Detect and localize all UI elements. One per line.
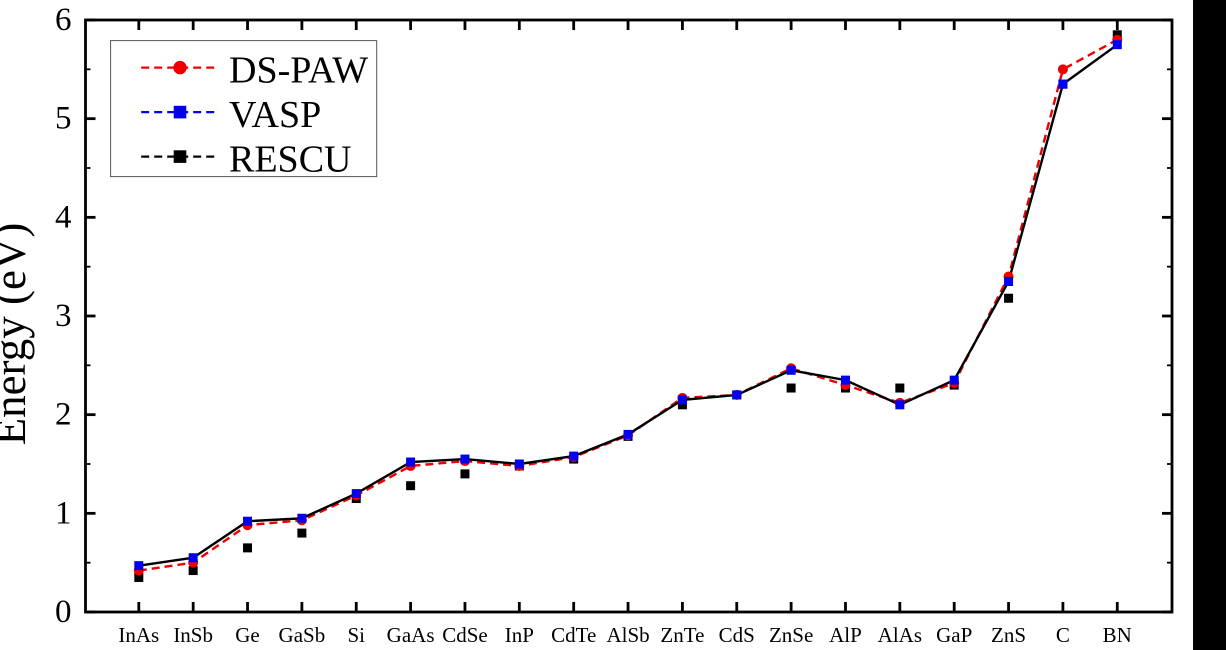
svg-text:VASP: VASP (229, 94, 321, 136)
svg-text:BN: BN (1103, 623, 1132, 647)
svg-text:AlAs: AlAs (878, 623, 922, 647)
svg-text:CdS: CdS (719, 623, 755, 647)
svg-text:Si: Si (347, 623, 365, 647)
svg-text:CdTe: CdTe (551, 623, 596, 647)
svg-text:InP: InP (505, 623, 534, 647)
svg-text:0: 0 (55, 594, 72, 630)
svg-text:Energy (eV): Energy (eV) (0, 223, 35, 446)
svg-text:5: 5 (55, 101, 72, 137)
svg-text:C: C (1056, 623, 1070, 647)
svg-text:1: 1 (55, 495, 72, 531)
svg-text:GaAs: GaAs (387, 623, 435, 647)
svg-text:4: 4 (55, 199, 72, 235)
svg-text:InSb: InSb (173, 623, 213, 647)
svg-text:CdSe: CdSe (442, 623, 488, 647)
svg-text:ZnS: ZnS (991, 623, 1026, 647)
svg-text:AlSb: AlSb (606, 623, 649, 647)
svg-text:GaSb: GaSb (279, 623, 326, 647)
svg-text:InAs: InAs (118, 623, 159, 647)
svg-text:ZnTe: ZnTe (660, 623, 704, 647)
svg-text:AlP: AlP (829, 623, 862, 647)
svg-text:ZnSe: ZnSe (769, 623, 813, 647)
svg-text:GaP: GaP (936, 623, 972, 647)
svg-text:6: 6 (55, 2, 72, 38)
svg-text:3: 3 (55, 298, 72, 334)
svg-text:Ge: Ge (235, 623, 260, 647)
svg-text:RESCU: RESCU (229, 139, 351, 181)
svg-text:DS-PAW: DS-PAW (229, 50, 368, 92)
svg-text:2: 2 (55, 397, 72, 433)
